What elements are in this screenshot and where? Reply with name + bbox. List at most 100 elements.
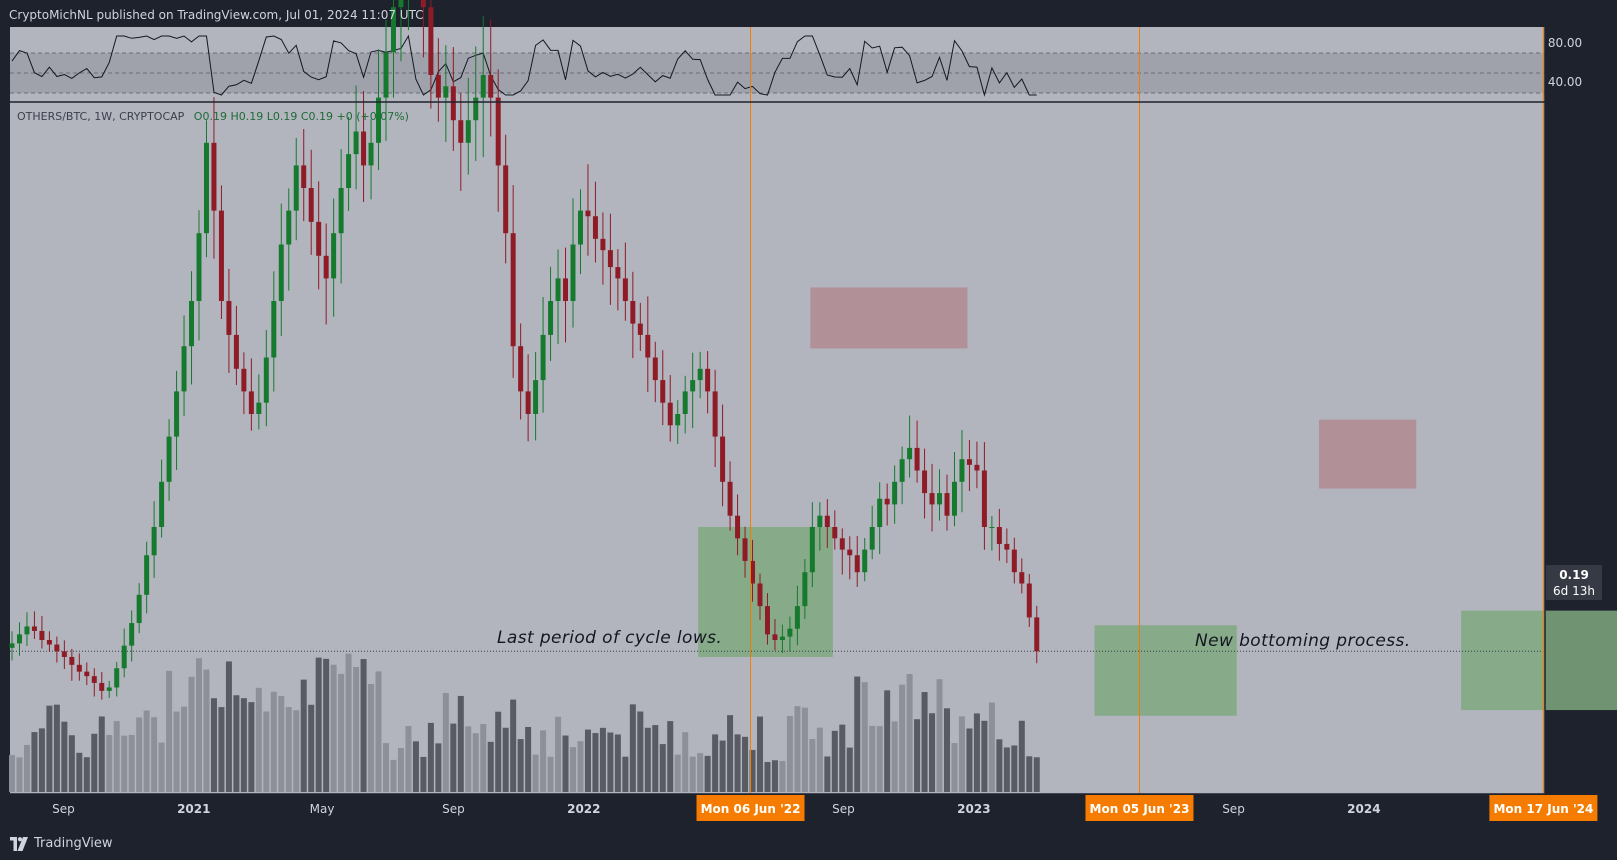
volume-bar — [562, 735, 569, 792]
candle-down — [922, 470, 928, 494]
footer-brand[interactable]: TradingView — [8, 836, 113, 851]
symbol-legend[interactable]: OTHERS/BTC, 1W, CRYPTOCAP O0.19 H0.19 L0… — [17, 110, 409, 123]
volume-bar — [547, 756, 554, 792]
candle-down — [757, 583, 763, 607]
volume-bar — [113, 721, 120, 792]
volume-bar — [76, 752, 83, 792]
candle-up — [937, 493, 943, 505]
candle-up — [196, 233, 202, 301]
candle-down — [981, 470, 987, 527]
volume-bar — [353, 666, 360, 792]
volume-bar — [555, 716, 562, 792]
volume-bar — [577, 741, 584, 792]
candle-down — [450, 86, 456, 121]
volume-bar — [734, 734, 741, 792]
volume-bar — [368, 683, 375, 792]
volume-bar — [405, 726, 412, 792]
candle-up — [892, 481, 898, 505]
candle-down — [61, 651, 67, 657]
candle-down — [218, 210, 224, 301]
volume-bar — [861, 682, 868, 792]
candle-down — [361, 131, 367, 166]
volume-bar — [644, 727, 651, 792]
candle-down — [712, 391, 718, 437]
candle-down — [914, 447, 920, 471]
candle-up — [136, 594, 142, 624]
candle-down — [76, 664, 82, 672]
volume-bar — [285, 707, 292, 792]
volume-bar — [1033, 757, 1040, 792]
resistance-zone-1 — [810, 287, 968, 349]
highlight-lines — [750, 27, 1544, 794]
volume-bar — [944, 708, 950, 792]
candle-up — [390, 7, 396, 53]
candle-down — [630, 301, 636, 324]
candle-down — [46, 640, 52, 645]
volume-bar — [143, 710, 150, 792]
volume-bar — [540, 730, 547, 792]
candle-up — [540, 334, 546, 381]
candle-up — [794, 606, 800, 629]
annotation-cycle-lows: Last period of cycle lows. — [497, 628, 723, 648]
candle-up — [570, 244, 576, 301]
volume-bar — [966, 728, 973, 792]
candle-up — [263, 357, 269, 403]
x-axis-tick-label: 2023 — [957, 802, 990, 816]
support-zone-2 — [1094, 625, 1237, 716]
volume-bar — [876, 726, 883, 792]
volume-bar — [682, 732, 689, 792]
candle-down — [585, 210, 591, 217]
volume-bar — [958, 716, 965, 792]
bar-countdown: 6d 13h — [1553, 584, 1595, 598]
volume-bar — [31, 732, 38, 792]
volume-bar — [570, 747, 576, 792]
candle-up — [465, 120, 471, 143]
volume-bar — [1018, 720, 1025, 792]
candle-up — [286, 210, 292, 245]
candle-up — [24, 626, 30, 635]
candle-up — [383, 52, 389, 98]
volume-bar — [495, 711, 502, 792]
x-axis-tick-label: Sep — [1222, 802, 1245, 816]
candle-down — [1004, 543, 1010, 550]
candle-down — [308, 188, 314, 222]
volume-bar — [158, 742, 165, 792]
candle-down — [772, 634, 778, 640]
volume-bar — [233, 695, 240, 792]
volume-bar — [936, 679, 943, 792]
rsi-level-label: 40.00 — [1548, 75, 1582, 89]
candle-down — [764, 606, 770, 635]
candle-up — [473, 97, 479, 121]
candle-down — [974, 464, 980, 471]
candle-down — [503, 165, 509, 234]
publisher-bar: CryptoMichNL published on TradingView.co… — [0, 0, 1617, 28]
volume-bar — [435, 743, 442, 792]
candle-down — [99, 682, 105, 691]
candle-down — [847, 549, 853, 556]
volume-bar — [988, 702, 995, 792]
candle-up — [293, 165, 299, 211]
volume-bar — [203, 669, 210, 792]
candle-down — [39, 630, 45, 640]
candle-up — [338, 188, 344, 234]
x-axis-tick-label: Sep — [442, 802, 465, 816]
volume-bar — [465, 726, 472, 792]
volume-bar — [801, 707, 808, 792]
candle-down — [645, 334, 651, 358]
volume-bar — [61, 721, 68, 792]
volume-bar — [68, 735, 75, 792]
volume-bar — [532, 754, 539, 792]
chart-background — [10, 27, 1545, 794]
candle-up — [278, 244, 284, 301]
volume-bar — [255, 687, 262, 792]
candle-up — [16, 634, 22, 644]
volume-bar — [38, 728, 45, 792]
tradingview-logo-icon — [10, 836, 28, 851]
x-axis-tick-label: May — [310, 802, 335, 816]
candle-up — [697, 368, 703, 381]
candle-up — [151, 527, 157, 556]
candle-up — [480, 75, 486, 98]
volume-bar — [278, 695, 285, 792]
x-axis-tick-label: 2024 — [1347, 802, 1380, 816]
volume-bar — [188, 676, 195, 792]
